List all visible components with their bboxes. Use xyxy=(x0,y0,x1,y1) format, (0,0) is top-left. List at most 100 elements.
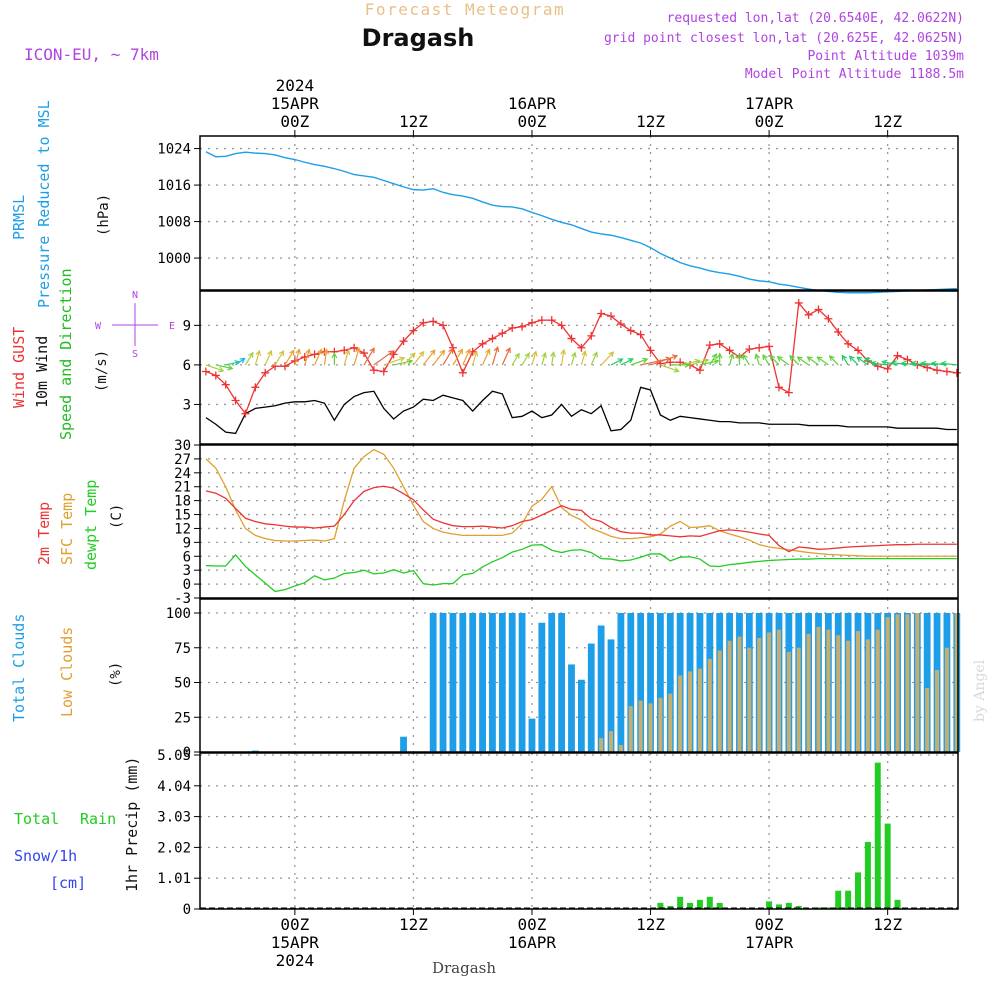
wind-arrow-shaft xyxy=(769,355,780,366)
gust-point xyxy=(280,362,289,371)
label-hpa: (hPa) xyxy=(96,194,112,236)
bar-total-clouds xyxy=(479,613,486,752)
gust-point xyxy=(854,346,863,355)
bar-rain xyxy=(716,902,723,909)
wind-arrow-shaft xyxy=(755,354,760,366)
wind-arrow-head xyxy=(920,360,927,367)
bar-rain xyxy=(696,899,703,909)
bar-low-clouds xyxy=(875,629,880,752)
label-dewpt-temp: dewpt Temp xyxy=(82,480,100,570)
wind-arrow-shaft xyxy=(911,362,928,366)
wind-arrow xyxy=(769,354,780,366)
wind-arrow-shaft xyxy=(891,361,908,366)
wind-arrow xyxy=(403,352,416,366)
wind-arrow xyxy=(353,347,361,366)
wind-arrow xyxy=(806,356,819,366)
wind-arrow xyxy=(940,360,957,367)
wind-arrow-shaft xyxy=(709,353,717,366)
wind-arrow-head xyxy=(409,352,416,359)
point-altitude: Point Altitude 1039m xyxy=(807,49,964,64)
wind-arrow-head xyxy=(429,349,436,356)
label-total: Total xyxy=(14,810,59,828)
wind-arrow xyxy=(828,355,839,366)
wind-arrow-head xyxy=(728,352,735,359)
wind-arrow xyxy=(284,349,295,366)
gust-point xyxy=(340,346,349,355)
gust-point xyxy=(794,298,803,307)
ytick-label-temp-0: -3 xyxy=(174,591,191,607)
wind-arrow-shaft xyxy=(343,349,350,366)
label-sfc-temp: SFC Temp xyxy=(58,493,76,565)
top-tick-label-1-0: 12Z xyxy=(399,112,428,131)
ytick-label-temp-4: 9 xyxy=(183,535,191,551)
gust-point xyxy=(498,329,507,338)
gust-point xyxy=(705,341,714,350)
wind-arrow xyxy=(383,356,406,366)
ytick-label-precip-3: 3.03 xyxy=(157,810,191,826)
gust-point xyxy=(933,366,942,375)
wind-arrow-shaft xyxy=(762,354,770,366)
bar-rain xyxy=(864,841,871,909)
bottom-tick-label-0-2: 2024 xyxy=(276,951,315,970)
bottom-tick-label-0-1: 15APR xyxy=(271,933,320,952)
label-cm: [cm] xyxy=(50,874,86,892)
label-wind-gust: Wind GUST xyxy=(10,327,28,408)
ytick-label-clouds-2: 50 xyxy=(174,676,191,692)
wind-arrow-shaft xyxy=(551,352,555,365)
frame-clouds xyxy=(199,598,959,753)
gust-point xyxy=(844,339,853,348)
wind-arrow xyxy=(630,357,649,366)
bar-total-clouds xyxy=(637,613,645,752)
wind-arrow xyxy=(482,348,491,366)
ytick-label-temp-9: 24 xyxy=(174,466,191,482)
gust-point xyxy=(745,345,754,354)
model-label: ICON-EU, ~ 7km xyxy=(24,45,159,64)
gust-point xyxy=(360,349,369,358)
top-tick-label-0-0: 2024 xyxy=(276,76,315,95)
bar-rain xyxy=(855,872,862,909)
wind-arrow-head xyxy=(671,354,679,360)
wind-arrow xyxy=(472,350,479,366)
bar-total-clouds xyxy=(469,613,477,752)
gust-point xyxy=(646,346,655,355)
label-1hr-precip: 1hr Precip (mm) xyxy=(123,757,141,892)
gust-point xyxy=(765,342,774,351)
compass-n: N xyxy=(132,290,138,301)
ytick-label-clouds-3: 75 xyxy=(174,641,191,657)
wind-arrow-head xyxy=(227,364,234,371)
gust-point xyxy=(725,346,734,355)
panel-precip: 0 1.01 2.02 3.03 4.04 5.05 xyxy=(157,748,959,918)
wind-arrow-shaft xyxy=(871,362,888,366)
label-total-clouds: Total Clouds xyxy=(10,614,28,722)
wind-arrow xyxy=(570,351,577,366)
gust-point xyxy=(616,320,625,329)
wind-arrow-head xyxy=(317,348,323,355)
series-10m-wind xyxy=(205,386,957,435)
wind-arrow xyxy=(304,348,311,366)
wind-arrow-shaft xyxy=(650,355,678,366)
gust-point xyxy=(942,367,951,376)
ytick-label-temp-11: 30 xyxy=(174,438,191,454)
wind-arrow-shaft xyxy=(373,350,394,366)
wind-arrow xyxy=(742,353,750,366)
gust-point xyxy=(626,326,635,335)
gust-point xyxy=(755,343,764,352)
gust-point xyxy=(211,371,220,380)
wind-arrow xyxy=(422,349,436,366)
wind-arrow-shaft xyxy=(353,348,360,366)
gust-point xyxy=(893,351,902,360)
wind-arrow xyxy=(442,347,454,366)
wind-arrow-head xyxy=(673,367,680,373)
label-2m-temp: 2m Temp xyxy=(35,502,53,565)
bar-total-clouds xyxy=(558,613,566,752)
wind-arrow-shaft xyxy=(284,350,295,366)
bar-low-clouds xyxy=(727,640,732,752)
bar-total-clouds xyxy=(498,613,506,752)
gust-point xyxy=(201,367,210,376)
wind-arrow xyxy=(620,358,634,366)
wind-arrow-shaft xyxy=(472,351,478,366)
wind-arrow-shaft xyxy=(215,364,233,370)
wind-arrow-shaft xyxy=(680,360,700,366)
